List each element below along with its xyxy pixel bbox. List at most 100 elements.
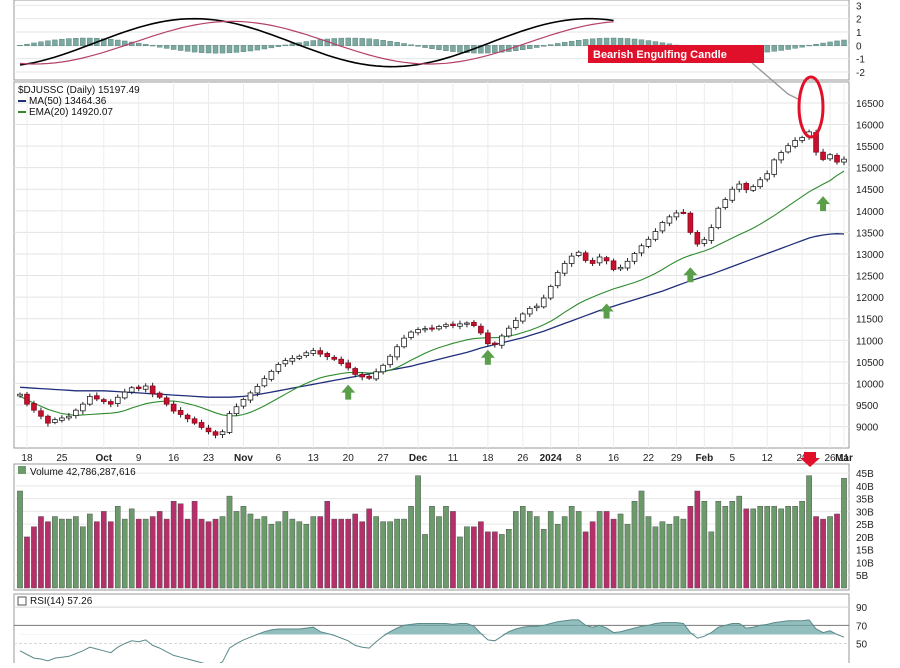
candle-up [128,387,135,393]
volume-tick-label: 25B [856,520,874,531]
candlestick [492,341,498,348]
macd-histogram-bar [366,38,372,47]
candle-up [673,212,680,218]
rsi-y-axis: 90 70 50 [856,603,868,650]
macd-histogram-bar [247,45,254,52]
macd-tick-label: 3 [856,1,862,12]
candle-up [778,152,784,161]
candle-up [59,417,65,421]
candle-up [701,239,708,244]
candlestick [52,417,58,425]
candle-up [247,392,254,401]
date-label: 25 [56,453,68,464]
candle-up [631,253,638,262]
volume-bar [813,516,819,589]
macd-panel [13,0,850,81]
candle-up [624,260,631,269]
candle-down [687,212,694,233]
candle-up [408,331,414,338]
candle-up [659,222,666,232]
date-x-axis: 18 25 Oct 9 16 23 Nov 6 13 20 27 Dec 11 18 26 2024 8 16 22… [21,453,853,464]
date-label: 2024 [540,453,563,464]
candlestick [624,258,631,271]
date-label: 20 [343,453,355,464]
macd-histogram-bar [778,45,784,51]
rsi-line [19,619,845,666]
candlestick [799,135,805,144]
volume-bar [834,513,840,589]
price-tick-label: 15500 [856,142,884,153]
macd-histogram-bar [66,38,72,47]
price-tick-label: 13500 [856,228,884,239]
candlestick [66,412,72,421]
annotation-box [588,45,764,63]
candle-down [610,260,617,270]
candle-up [568,255,575,264]
red-down-arrow [800,452,820,467]
volume-bar [512,511,519,589]
candlestick [443,322,449,329]
macd-histogram-bar [429,45,435,49]
volume-bar [394,518,400,589]
price-tick-label: 14000 [856,207,884,218]
macd-histogram-bar [624,38,631,47]
candle-down [589,260,596,264]
candlestick [415,327,421,336]
volume-bar [408,506,414,589]
candle-down [492,342,498,345]
macd-histogram-bar [610,37,617,47]
volume-bar [429,506,435,589]
candlestick [303,350,310,358]
candlestick [561,260,568,277]
candlestick [785,142,791,154]
volume-bar [149,516,156,589]
macd-histogram-bar [191,45,198,53]
price-tick-label: 14500 [856,185,884,196]
date-label: 11 [448,453,459,464]
macd-histogram-bar [59,38,65,47]
volume-bar [73,516,79,589]
volume-bar [568,506,575,589]
macd-histogram-bar [415,45,421,47]
candlestick [422,325,428,333]
candlestick [310,347,317,357]
candlestick [834,153,840,165]
volume-bar [366,508,372,589]
volume-bar [114,506,121,589]
volume-bar [820,518,826,589]
candlestick [499,333,505,349]
candlestick [94,392,100,402]
candle-up [506,327,512,337]
candlestick [617,264,624,272]
price-tick-label: 11000 [856,336,884,347]
candlestick [582,250,589,263]
candlestick [247,390,254,404]
green-up-arrow [683,267,698,283]
candlestick [261,375,268,388]
volume-bar [107,521,114,589]
candlestick [338,356,345,366]
support-arrows [341,196,831,400]
volume-bar [715,500,722,589]
candlestick [512,317,519,330]
volume-bar [701,500,708,589]
candle-down [31,403,37,411]
macd-histogram-bar [541,45,547,47]
candle-down [212,431,219,436]
macd-y-axis: 3 2 1 0 -1 -2 [856,1,865,79]
price-tick-label: 10000 [856,379,884,390]
volume-bar [59,518,65,589]
candlestick [457,320,463,330]
volume-bar [338,518,345,589]
macd-histogram-bar [108,39,114,47]
legend-ma: MA(50) 13464.36 [29,96,107,107]
macd-histogram-bar [17,45,23,47]
volume-tick-label: 20B [856,533,874,544]
volume-bar [561,516,568,589]
candlestick [841,156,847,166]
date-label: 8 [576,453,582,464]
candlestick [771,158,777,178]
candle-down [331,356,338,360]
macd-histogram-bar [785,45,791,50]
candle-up [66,415,72,419]
